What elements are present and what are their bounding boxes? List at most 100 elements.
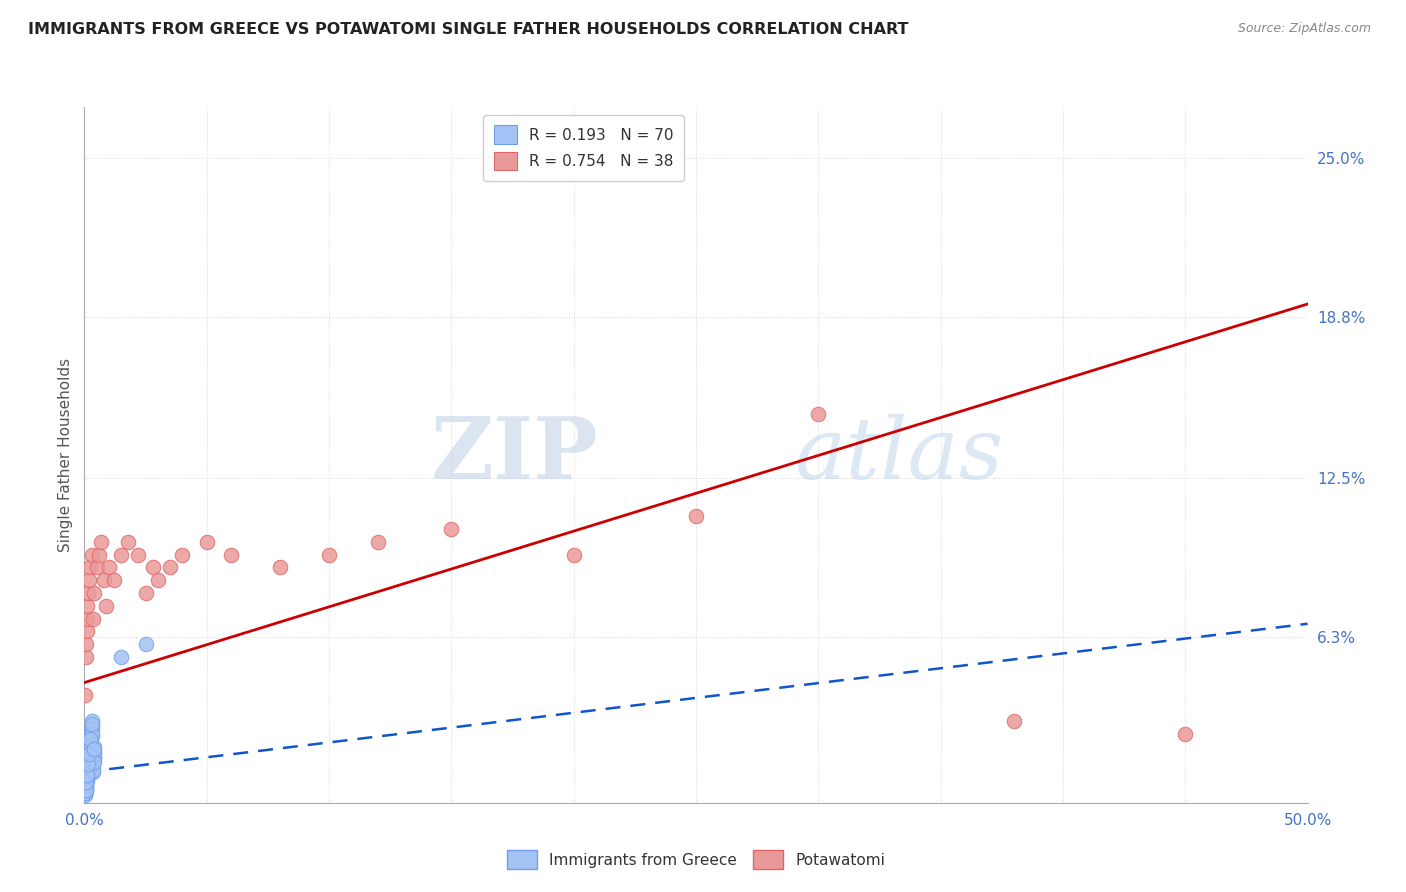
Point: [75, 783, 97, 797]
Point: [76, 760, 98, 774]
Point: [75, 778, 97, 792]
Point: [80, 719, 103, 733]
Point: [76, 763, 98, 777]
Point: [76, 767, 98, 781]
Point: [75, 788, 97, 802]
Point: [75, 786, 97, 800]
Text: Source: ZipAtlas.com: Source: ZipAtlas.com: [1237, 22, 1371, 36]
Point: [80, 729, 103, 743]
Point: [82, 765, 104, 780]
Point: [440, 522, 463, 536]
Point: [685, 509, 707, 524]
Point: [77, 745, 100, 759]
Point: [146, 574, 169, 588]
Point: [142, 560, 165, 574]
Point: [82, 612, 104, 626]
Text: ZIP: ZIP: [430, 413, 598, 497]
Point: [79, 731, 101, 746]
Point: [75, 775, 97, 789]
Point: [83, 755, 105, 769]
Legend: Immigrants from Greece, Potawatomi: Immigrants from Greece, Potawatomi: [501, 845, 891, 875]
Point: [76, 624, 98, 639]
Point: [79, 727, 101, 741]
Point: [75, 775, 97, 789]
Point: [75, 689, 97, 703]
Point: [77, 586, 100, 600]
Point: [90, 534, 112, 549]
Point: [367, 534, 389, 549]
Point: [127, 548, 149, 562]
Point: [159, 560, 181, 574]
Point: [1174, 727, 1197, 741]
Point: [269, 560, 291, 574]
Point: [83, 749, 105, 764]
Point: [76, 770, 98, 784]
Point: [135, 586, 157, 600]
Point: [83, 739, 105, 754]
Point: [83, 747, 105, 762]
Point: [77, 752, 100, 766]
Point: [75, 783, 97, 797]
Point: [77, 749, 100, 764]
Point: [77, 739, 100, 754]
Point: [86, 560, 108, 574]
Point: [117, 534, 139, 549]
Point: [110, 548, 132, 562]
Point: [76, 599, 98, 613]
Text: atlas: atlas: [794, 414, 1002, 496]
Point: [75, 778, 97, 792]
Point: [77, 747, 100, 762]
Point: [75, 775, 97, 789]
Point: [76, 770, 98, 784]
Point: [83, 586, 105, 600]
Point: [76, 757, 98, 772]
Point: [75, 650, 97, 665]
Point: [1002, 714, 1025, 728]
Point: [83, 752, 105, 766]
Point: [80, 548, 103, 562]
Point: [562, 548, 585, 562]
Point: [75, 786, 97, 800]
Point: [75, 772, 97, 787]
Point: [82, 752, 104, 766]
Point: [93, 574, 115, 588]
Point: [97, 560, 120, 574]
Point: [75, 783, 97, 797]
Point: [76, 765, 98, 780]
Point: [76, 765, 98, 780]
Point: [318, 548, 340, 562]
Point: [82, 763, 104, 777]
Point: [219, 548, 242, 562]
Point: [75, 770, 97, 784]
Point: [80, 714, 103, 728]
Point: [77, 747, 100, 762]
Point: [83, 745, 105, 759]
Point: [96, 599, 118, 613]
Point: [76, 767, 98, 781]
Point: [77, 757, 100, 772]
Point: [75, 780, 97, 795]
Point: [76, 612, 98, 626]
Point: [77, 752, 100, 766]
Point: [80, 716, 103, 731]
Point: [807, 407, 830, 421]
Point: [82, 757, 104, 772]
Point: [79, 734, 101, 748]
Point: [79, 742, 101, 756]
Point: [79, 749, 101, 764]
Point: [77, 574, 100, 588]
Point: [76, 767, 98, 781]
Point: [83, 742, 105, 756]
Point: [77, 760, 100, 774]
Point: [82, 760, 104, 774]
Point: [76, 763, 98, 777]
Point: [80, 724, 103, 739]
Point: [195, 534, 218, 549]
Point: [135, 637, 157, 651]
Point: [80, 722, 103, 736]
Point: [77, 755, 100, 769]
Point: [75, 637, 97, 651]
Point: [79, 737, 101, 751]
Point: [79, 560, 101, 574]
Point: [110, 650, 132, 665]
